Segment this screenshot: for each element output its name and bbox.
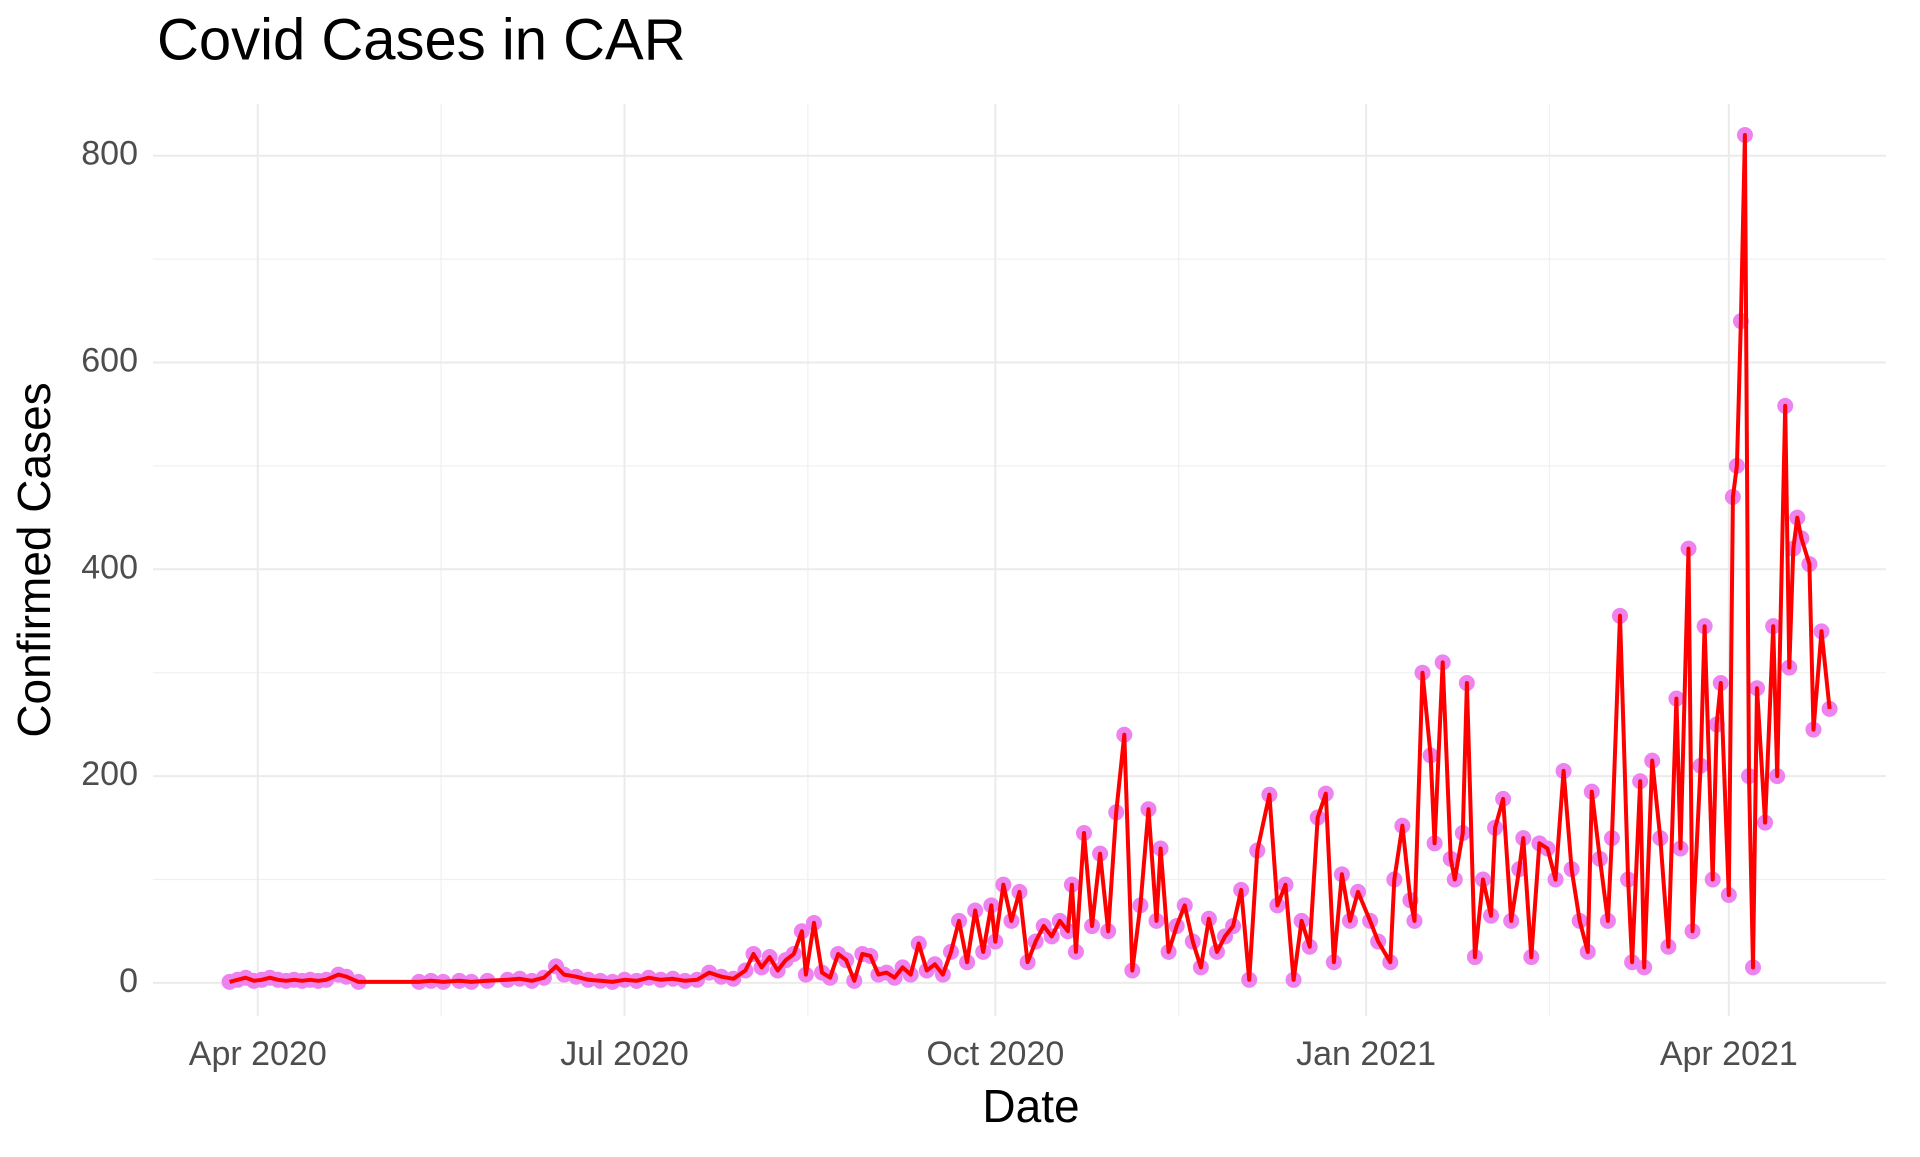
- chart-title: Covid Cases in CAR: [157, 7, 686, 72]
- y-tick-label: 600: [81, 341, 138, 379]
- x-tick-label: Jul 2020: [560, 1035, 689, 1073]
- y-axis-title: Confirmed Cases: [8, 382, 60, 737]
- x-tick-label: Oct 2020: [926, 1035, 1064, 1073]
- y-tick-label: 200: [81, 755, 138, 793]
- x-axis-title: Date: [982, 1080, 1079, 1132]
- y-tick-label: 800: [81, 135, 138, 173]
- x-tick-label: Jan 2021: [1296, 1035, 1436, 1073]
- data-line: [229, 133, 1832, 984]
- x-tick-label: Apr 2021: [1660, 1035, 1798, 1073]
- y-tick-label: 400: [81, 548, 138, 586]
- x-tick-label: Apr 2020: [189, 1035, 327, 1073]
- y-tick-label: 0: [119, 962, 138, 1000]
- plot-area: [221, 127, 1838, 990]
